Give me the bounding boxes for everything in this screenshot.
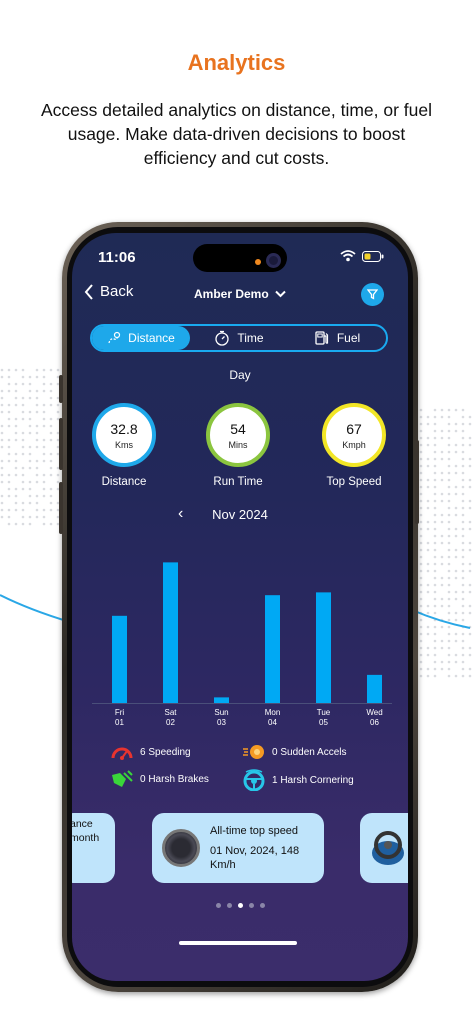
power-button — [415, 440, 419, 524]
tab-label: Fuel — [336, 331, 361, 345]
page-dot[interactable] — [248, 903, 254, 908]
chart-bar[interactable] — [214, 697, 229, 703]
stat-value: 32.8 — [110, 420, 138, 437]
insight-carousel[interactable]: ance month All-time top speed 01 Nov, 20… — [72, 813, 408, 885]
steering-wheel-icon — [372, 831, 404, 865]
back-button[interactable]: Back — [84, 283, 133, 300]
stat-value: 54 — [230, 420, 246, 437]
event-label: 6 Speeding — [140, 746, 191, 758]
stat-ring: 67 Kmph — [322, 403, 386, 467]
tab-fuel[interactable]: Fuel — [288, 326, 386, 350]
event-harsh-cornering: 1 Harsh Cornering — [242, 769, 354, 791]
battery-icon — [362, 250, 384, 262]
metric-tabs: Distance Time Fuel — [90, 324, 388, 352]
vehicle-selector[interactable]: Amber Demo — [72, 287, 408, 301]
stat-unit: Kms — [115, 439, 133, 450]
stat-unit: Mins — [228, 439, 248, 450]
page-dot[interactable] — [215, 903, 221, 908]
stat-run-time: 54 Mins Run Time — [198, 403, 278, 488]
chevron-down-icon — [275, 290, 286, 298]
carousel-pagination — [72, 903, 408, 908]
status-icons — [340, 250, 384, 262]
insight-card-title: All-time top speed — [210, 825, 299, 837]
stat-unit: Kmph — [342, 439, 366, 450]
stat-label: Run Time — [213, 476, 263, 488]
insight-card-next[interactable] — [360, 813, 408, 883]
stopwatch-icon — [215, 330, 230, 346]
volume-up-button — [59, 418, 63, 470]
chart-x-day-label: Wed — [366, 708, 382, 717]
event-sudden-accels: 0 Sudden Accels — [242, 743, 347, 761]
status-time: 11:06 — [98, 249, 136, 266]
harsh-brake-icon — [112, 770, 133, 787]
stat-ring: 32.8 Kms — [92, 403, 156, 467]
filter-button[interactable] — [361, 283, 384, 306]
stat-label: Distance — [101, 476, 147, 488]
phone-screen: 11:06 Back Amber Demo — [72, 233, 408, 981]
chart-x-day-label: Tue — [317, 708, 331, 717]
chart-bar[interactable] — [163, 562, 178, 703]
volume-down-button — [59, 482, 63, 534]
chevron-left-icon — [84, 283, 93, 300]
side-button — [59, 375, 63, 403]
chart-x-date-label: 02 — [166, 718, 175, 727]
tab-time[interactable]: Time — [190, 326, 288, 350]
previous-month-button[interactable]: ‹ — [178, 505, 184, 522]
insight-card-previous[interactable]: ance month — [72, 813, 115, 883]
tab-distance[interactable]: Distance — [92, 326, 190, 350]
insight-card-value: 01 Nov, 2024, 148 Km/h — [210, 845, 300, 871]
event-label: 0 Harsh Brakes — [140, 773, 209, 785]
back-label: Back — [100, 283, 134, 300]
acceleration-icon — [243, 745, 264, 759]
page-dot[interactable] — [259, 903, 265, 908]
event-label: 0 Sudden Accels — [272, 746, 347, 758]
month-label: Nov 2024 — [212, 507, 268, 522]
chart-bar[interactable] — [316, 592, 331, 703]
route-pin-icon — [108, 331, 121, 344]
chart-x-day-label: Sat — [164, 708, 177, 717]
vehicle-name: Amber Demo — [193, 287, 269, 301]
chart-bar[interactable] — [112, 615, 127, 703]
chart-bar[interactable] — [367, 674, 382, 703]
month-navigator: ‹ Nov 2024 — [72, 505, 408, 522]
recording-dot-icon — [255, 259, 261, 265]
wifi-icon — [340, 250, 356, 262]
chart-x-day-label: Sun — [214, 708, 228, 717]
period-label: Day — [229, 368, 251, 382]
page-headline: Analytics — [187, 50, 286, 75]
chart-bar[interactable] — [265, 595, 280, 703]
camera-icon — [266, 253, 281, 268]
event-harsh-brakes: 0 Harsh Brakes — [110, 769, 209, 789]
chart-x-day-label: Mon — [265, 708, 281, 717]
stat-ring: 54 Mins — [206, 403, 270, 467]
chart-x-date-label: 05 — [319, 718, 328, 727]
steering-wheel-icon — [243, 769, 265, 791]
insight-card-top-speed[interactable]: All-time top speed 01 Nov, 2024, 148 Km/… — [152, 813, 324, 883]
stat-label: Top Speed — [326, 476, 382, 488]
gauge-icon — [162, 829, 200, 867]
fuel-pump-icon — [315, 331, 328, 345]
chart-x-day-label: Fri — [115, 708, 125, 717]
chart-x-date-label: 01 — [115, 718, 124, 727]
stat-value: 67 — [346, 420, 362, 437]
home-indicator — [179, 941, 297, 945]
page-dot[interactable] — [226, 903, 232, 908]
filter-icon — [367, 289, 378, 300]
chart-x-date-label: 03 — [217, 718, 226, 727]
event-speeding: 6 Speeding — [110, 743, 191, 761]
speedometer-icon — [111, 747, 133, 760]
tab-label: Time — [237, 331, 264, 345]
stat-top-speed: 67 Kmph Top Speed — [314, 403, 394, 488]
stat-distance: 32.8 Kms Distance — [84, 403, 164, 488]
page-dot-active[interactable] — [237, 903, 243, 908]
chart-x-date-label: 04 — [268, 718, 277, 727]
page-description: Access detailed analytics on distance, t… — [40, 100, 433, 168]
chart-x-date-label: 06 — [370, 718, 379, 727]
world-map-dots-decoration — [0, 368, 472, 678]
insight-card-text: ance month — [72, 818, 100, 844]
tab-label: Distance — [128, 331, 175, 345]
event-label: 1 Harsh Cornering — [272, 774, 354, 786]
